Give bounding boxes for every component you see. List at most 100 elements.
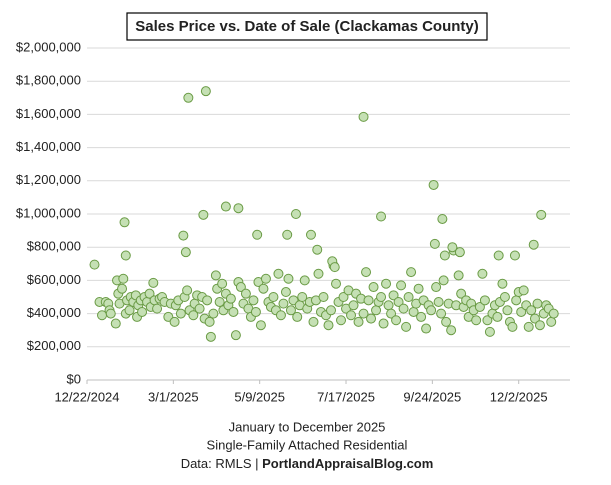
point xyxy=(441,316,452,327)
point xyxy=(305,229,316,240)
point xyxy=(297,292,308,302)
point xyxy=(248,295,259,306)
point xyxy=(180,247,191,258)
point xyxy=(436,308,447,319)
point xyxy=(393,296,404,307)
point xyxy=(200,86,211,97)
point xyxy=(363,295,374,306)
point xyxy=(119,217,130,228)
y-tick-label: $600,000 xyxy=(27,272,81,287)
point xyxy=(509,250,520,261)
point xyxy=(326,305,337,316)
point xyxy=(381,278,392,289)
y-tick-label: $200,000 xyxy=(27,338,81,353)
point xyxy=(290,209,301,219)
point xyxy=(526,305,537,316)
point xyxy=(105,308,116,319)
point xyxy=(331,278,342,289)
point xyxy=(182,285,193,296)
point xyxy=(198,209,209,220)
point xyxy=(497,278,508,289)
note: January to December 2025 xyxy=(229,419,386,434)
point xyxy=(255,320,266,331)
point xyxy=(499,292,510,302)
point xyxy=(358,111,369,122)
x-tick-label: 9/24/2025 xyxy=(403,389,461,404)
point xyxy=(477,268,488,279)
x-tick-label: 5/9/2025 xyxy=(234,389,285,404)
point xyxy=(235,282,246,293)
point xyxy=(152,303,163,314)
y-tick-label: $1,800,000 xyxy=(16,73,81,88)
chart-title: Sales Price vs. Date of Sale (Clackamas … xyxy=(135,18,478,35)
point xyxy=(546,316,557,327)
point xyxy=(124,305,135,316)
point xyxy=(240,288,251,299)
point xyxy=(169,316,180,327)
point xyxy=(439,250,450,261)
point xyxy=(260,273,271,284)
x-tick-label: 12/2/2025 xyxy=(490,389,548,404)
point xyxy=(484,326,495,337)
point xyxy=(323,320,334,331)
point xyxy=(502,305,513,316)
point xyxy=(493,250,504,261)
point xyxy=(353,316,364,327)
point xyxy=(406,267,417,278)
y-tick-label: $400,000 xyxy=(27,305,81,320)
point xyxy=(532,298,543,309)
point xyxy=(523,321,534,332)
point xyxy=(178,230,189,241)
point xyxy=(346,310,357,321)
point xyxy=(275,310,286,321)
point xyxy=(454,247,465,258)
point xyxy=(137,306,148,317)
y-tick-label: $1,600,000 xyxy=(16,106,81,121)
source-site: PortlandAppraisalBlog.com xyxy=(262,456,433,471)
point xyxy=(438,275,449,286)
point xyxy=(391,315,402,326)
point xyxy=(447,242,458,253)
point xyxy=(268,292,279,302)
point xyxy=(511,295,522,306)
point xyxy=(338,292,349,302)
point xyxy=(188,310,199,321)
point xyxy=(453,270,464,281)
point xyxy=(376,211,387,222)
point xyxy=(368,282,379,293)
point xyxy=(398,303,409,314)
point xyxy=(361,267,372,278)
point xyxy=(492,311,503,322)
point xyxy=(329,262,340,273)
point xyxy=(120,250,131,261)
point xyxy=(280,287,291,298)
point xyxy=(386,308,397,319)
point xyxy=(283,273,294,284)
point xyxy=(233,203,244,214)
point xyxy=(376,292,387,302)
point xyxy=(516,306,527,317)
point xyxy=(292,311,303,322)
point xyxy=(401,321,412,332)
point xyxy=(536,209,547,220)
point xyxy=(258,283,269,294)
point xyxy=(371,305,382,316)
point xyxy=(378,318,389,329)
point xyxy=(479,295,490,306)
point xyxy=(358,308,369,319)
point xyxy=(318,292,329,302)
y-tick-label: $1,400,000 xyxy=(16,139,81,154)
source: Data: RMLS | PortlandAppraisalBlog.com xyxy=(181,456,434,471)
point xyxy=(183,92,194,103)
x-tick-label: 7/17/2025 xyxy=(317,389,375,404)
point xyxy=(299,275,310,286)
point xyxy=(117,283,128,294)
point xyxy=(250,306,261,317)
x-tick-label: 12/22/2024 xyxy=(54,389,119,404)
y-tick-label: $1,200,000 xyxy=(16,172,81,187)
point xyxy=(548,308,559,319)
point xyxy=(433,296,444,307)
point xyxy=(456,288,467,299)
point xyxy=(388,290,399,301)
